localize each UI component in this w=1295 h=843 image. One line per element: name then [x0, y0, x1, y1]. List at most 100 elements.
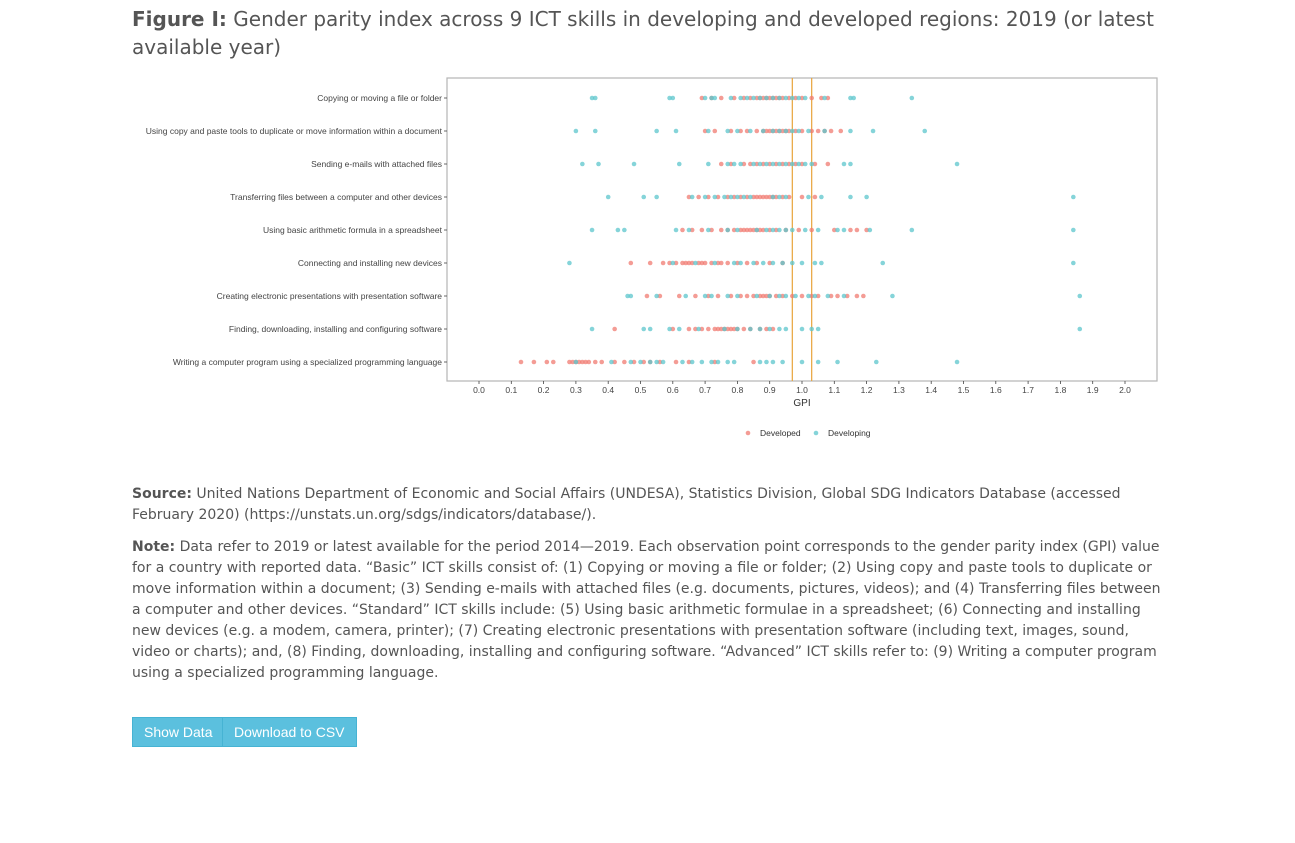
data-point-developed	[828, 293, 834, 299]
data-point-developed	[680, 260, 685, 266]
data-point-developing	[641, 326, 647, 332]
x-tick-label: 0.7	[699, 385, 711, 395]
data-point-developed	[815, 293, 821, 299]
data-point-developed	[744, 227, 750, 233]
legend-label: Developing	[828, 428, 871, 438]
data-point-developing	[738, 95, 743, 101]
data-point-developing	[822, 95, 827, 101]
data-point-developed	[586, 359, 592, 365]
data-point-developing	[809, 161, 814, 167]
data-point-developing	[757, 95, 763, 101]
data-point-developed	[786, 161, 792, 167]
note-paragraph: Note: Data refer to 2019 or latest avail…	[132, 537, 1167, 684]
data-point-developed	[731, 95, 737, 101]
data-point-developed	[712, 128, 718, 134]
data-point-developing	[573, 128, 579, 134]
data-point-developed	[741, 227, 747, 233]
figure-title-text: Gender parity index across 9 ICT skills …	[132, 7, 1154, 59]
data-point-developed	[767, 161, 772, 167]
data-point-developing	[764, 161, 769, 167]
data-point-developed	[718, 95, 724, 101]
data-point-developing	[628, 359, 634, 365]
data-point-developing	[638, 359, 643, 365]
data-point-developed	[706, 194, 711, 200]
x-tick-label: 0.6	[667, 385, 679, 395]
data-point-developing	[709, 293, 714, 299]
data-point-developing	[783, 161, 789, 167]
data-point-developed	[735, 260, 740, 266]
data-point-developing	[592, 95, 598, 101]
data-point-developing	[848, 128, 853, 134]
data-point-developing	[770, 359, 776, 365]
data-point-developed	[712, 326, 718, 332]
data-point-developing	[641, 194, 647, 200]
data-point-developed	[731, 194, 737, 200]
data-point-developing	[751, 260, 756, 266]
data-point-developed	[854, 227, 860, 233]
data-point-developed	[715, 326, 721, 332]
data-point-developing	[802, 95, 808, 101]
data-point-developed	[812, 161, 818, 167]
data-point-developed	[799, 161, 805, 167]
data-point-developing	[757, 161, 763, 167]
data-point-developing	[770, 260, 776, 266]
data-point-developing	[712, 95, 718, 101]
data-point-developed	[799, 194, 805, 200]
data-point-developed	[728, 326, 734, 332]
x-tick-label: 0.1	[505, 385, 517, 395]
data-point-developing	[741, 194, 747, 200]
figure-title: Figure I: Gender parity index across 9 I…	[132, 5, 1162, 61]
data-point-developed	[657, 359, 663, 365]
data-point-developing	[815, 359, 821, 365]
data-point-developing	[835, 359, 840, 365]
data-point-developed	[760, 227, 766, 233]
data-point-developing	[848, 95, 853, 101]
data-point-developed	[631, 359, 637, 365]
x-tick-label: 0.2	[538, 385, 550, 395]
data-point-developing	[731, 359, 737, 365]
data-point-developed	[689, 227, 695, 233]
y-tick-label: Connecting and installing new devices	[298, 258, 442, 268]
data-point-developing	[735, 326, 740, 332]
legend-label: Developed	[760, 428, 801, 438]
data-point-developing	[735, 227, 740, 233]
data-point-developed	[718, 260, 724, 266]
data-point-developed	[780, 95, 785, 101]
data-point-developing	[909, 95, 915, 101]
data-point-developing	[1071, 260, 1076, 266]
data-point-developing	[706, 227, 711, 233]
data-point-developed	[683, 260, 689, 266]
data-point-developed	[693, 326, 698, 332]
data-point-developed	[751, 359, 756, 365]
show-data-button[interactable]: Show Data	[132, 717, 225, 747]
x-tick-label: 1.0	[796, 385, 808, 395]
x-tick-label: 1.2	[861, 385, 873, 395]
data-point-developed	[751, 227, 756, 233]
data-point-developed	[673, 260, 679, 266]
data-point-developed	[518, 359, 524, 365]
data-point-developed	[699, 227, 705, 233]
download-csv-button[interactable]: Download to CSV	[222, 717, 357, 747]
data-point-developing	[954, 359, 960, 365]
data-point-developed	[699, 260, 705, 266]
data-point-developed	[731, 326, 737, 332]
data-point-developed	[728, 128, 734, 134]
data-point-developing	[567, 260, 572, 266]
data-point-developing	[770, 194, 776, 200]
data-point-developed	[699, 95, 705, 101]
data-point-developed	[767, 260, 772, 266]
data-point-developing	[731, 161, 737, 167]
data-point-developed	[580, 359, 585, 365]
data-point-developing	[706, 161, 711, 167]
data-point-developing	[819, 260, 824, 266]
data-point-developing	[631, 161, 637, 167]
data-point-developed	[754, 161, 760, 167]
data-point-developing	[770, 227, 776, 233]
data-point-developed	[570, 359, 575, 365]
data-point-developed	[786, 95, 792, 101]
data-point-developed	[725, 194, 731, 200]
data-point-developing	[790, 161, 795, 167]
data-point-developing	[609, 359, 614, 365]
data-point-developing	[848, 194, 853, 200]
data-point-developed	[715, 194, 721, 200]
